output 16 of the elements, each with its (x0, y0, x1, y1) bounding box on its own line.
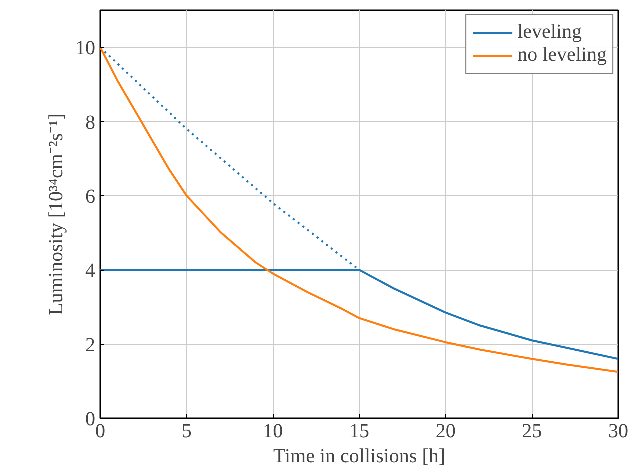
legend-label: no leveling (518, 44, 607, 67)
y-tick-label: 8 (86, 112, 96, 134)
x-axis-title: Time in collisions [h] (273, 446, 446, 468)
line-series (100, 46, 618, 374)
legend-label: leveling (518, 21, 582, 44)
y-tick-label: 10 (76, 38, 96, 60)
y-tick-label: 6 (86, 186, 96, 208)
x-tick-label: 25 (522, 420, 542, 442)
x-tick-label: 20 (436, 420, 456, 442)
y-tick-label: 4 (86, 260, 96, 282)
x-tick-label: 15 (350, 420, 370, 442)
x-tick-label: 30 (608, 420, 628, 442)
x-tick-label: 10 (263, 420, 284, 442)
x-tick-label: 5 (182, 420, 192, 442)
y-axis-title: Luminosity [10³⁴cm⁻²s⁻¹] (46, 114, 68, 316)
y-tick-label: 2 (86, 334, 96, 356)
